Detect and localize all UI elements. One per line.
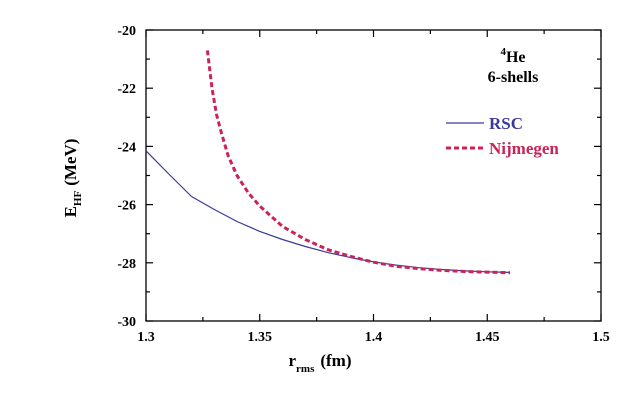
y-axis-title-unit: (MeV) [61,139,80,186]
x-axis-title-sub: rms [296,363,315,375]
series-layer [145,50,511,275]
x-tick-label: 1.5 [592,330,610,345]
y-axis-title-sub: HF [72,191,84,207]
series-line-rsc [145,150,511,273]
x-axis-title-unit: (fm) [320,351,351,370]
x-axis-title-main: r [288,351,296,370]
legend-label-nijmegen: Nijmegen [489,139,559,158]
axis-ticks: 1.3 1.35 1.4 1.45 1.5 -20 -22 -24 -26 -28 -30 [117,24,609,345]
x-tick-label: 1.3 [137,330,155,345]
y-tick-label: -22 [117,82,136,97]
nucleus-label: 4He [500,46,525,66]
series-line-nijmegen [205,50,511,275]
y-tick-label: -28 [117,257,136,272]
x-axis-title: rrms (fm) [288,351,351,375]
nucleus-symbol: He [506,49,526,66]
y-tick-label: -20 [117,24,136,39]
y-tick-label: -30 [117,315,136,330]
nucleus-mass-number: 4 [500,46,506,58]
legend-label-rsc: RSC [489,114,523,133]
y-tick-label: -26 [117,199,136,214]
x-tick-label: 1.45 [475,330,500,345]
x-tick-label: 1.35 [248,330,273,345]
y-tick-label: -24 [117,140,136,155]
shells-label: 6-shells [488,69,539,86]
legend: RSC Nijmegen [446,114,559,158]
y-axis-title: EHF (MeV) [61,139,84,218]
x-tick-label: 1.4 [365,330,383,345]
y-axis-title-main: E [61,206,80,217]
